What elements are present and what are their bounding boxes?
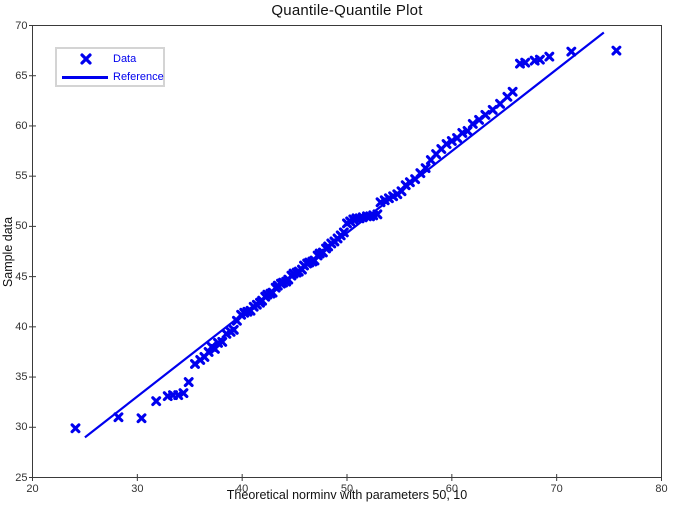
legend-label-reference: Reference	[113, 71, 164, 83]
legend-box: Data Reference	[55, 47, 165, 87]
y-tick-label: 65	[15, 69, 28, 82]
y-tick-label: 50	[15, 220, 28, 233]
data-point-marker	[209, 343, 220, 354]
reference-line-icon	[62, 76, 108, 79]
y-tick-label: 40	[15, 320, 28, 333]
data-point-marker	[544, 51, 555, 62]
data-point-marker	[404, 177, 415, 188]
data-point-marker	[534, 54, 545, 65]
data-point-marker	[441, 139, 452, 149]
data-point-marker	[228, 324, 239, 335]
data-point-marker	[507, 86, 518, 97]
data-point-marker	[467, 118, 478, 129]
y-tick-label: 30	[15, 421, 28, 434]
y-tick-label: 25	[15, 471, 28, 484]
x-tick-label: 30	[131, 482, 144, 495]
x-tick-label: 80	[655, 482, 668, 495]
chart-title: Quantile-Quantile Plot	[271, 2, 423, 19]
data-point-marker	[178, 388, 189, 399]
x-tick-label: 20	[26, 482, 39, 495]
data-point-marker	[338, 227, 349, 238]
plot-border	[32, 25, 662, 478]
data-point-marker	[70, 423, 81, 434]
data-point-marker	[480, 109, 491, 120]
y-tick-label: 45	[15, 270, 28, 283]
data-point-marker	[495, 98, 506, 109]
data-point-marker	[113, 412, 124, 423]
data-point-marker	[372, 209, 383, 220]
x-axis-title: Theoretical norminv with parameters 50, …	[226, 488, 468, 502]
data-point-marker	[520, 57, 531, 68]
data-point-marker	[183, 377, 194, 388]
data-marker-icon	[80, 53, 92, 65]
x-tick-label: 70	[550, 482, 563, 495]
x-tick-label: 40	[236, 482, 249, 495]
y-tick-label: 60	[15, 119, 28, 132]
data-point-marker	[446, 136, 457, 146]
x-tick-label: 60	[445, 482, 458, 495]
data-point-marker	[420, 163, 431, 174]
data-point-marker	[611, 45, 622, 56]
data-point-marker	[136, 413, 147, 424]
data-point-marker	[487, 104, 498, 115]
y-tick-label: 70	[15, 19, 28, 32]
y-tick-label: 35	[15, 371, 28, 384]
y-tick-label: 55	[15, 170, 28, 183]
legend-label-data: Data	[113, 53, 137, 65]
x-tick-label: 50	[340, 482, 354, 495]
data-point-marker	[566, 46, 577, 57]
data-point-marker	[151, 396, 162, 407]
data-point-marker	[217, 336, 228, 347]
